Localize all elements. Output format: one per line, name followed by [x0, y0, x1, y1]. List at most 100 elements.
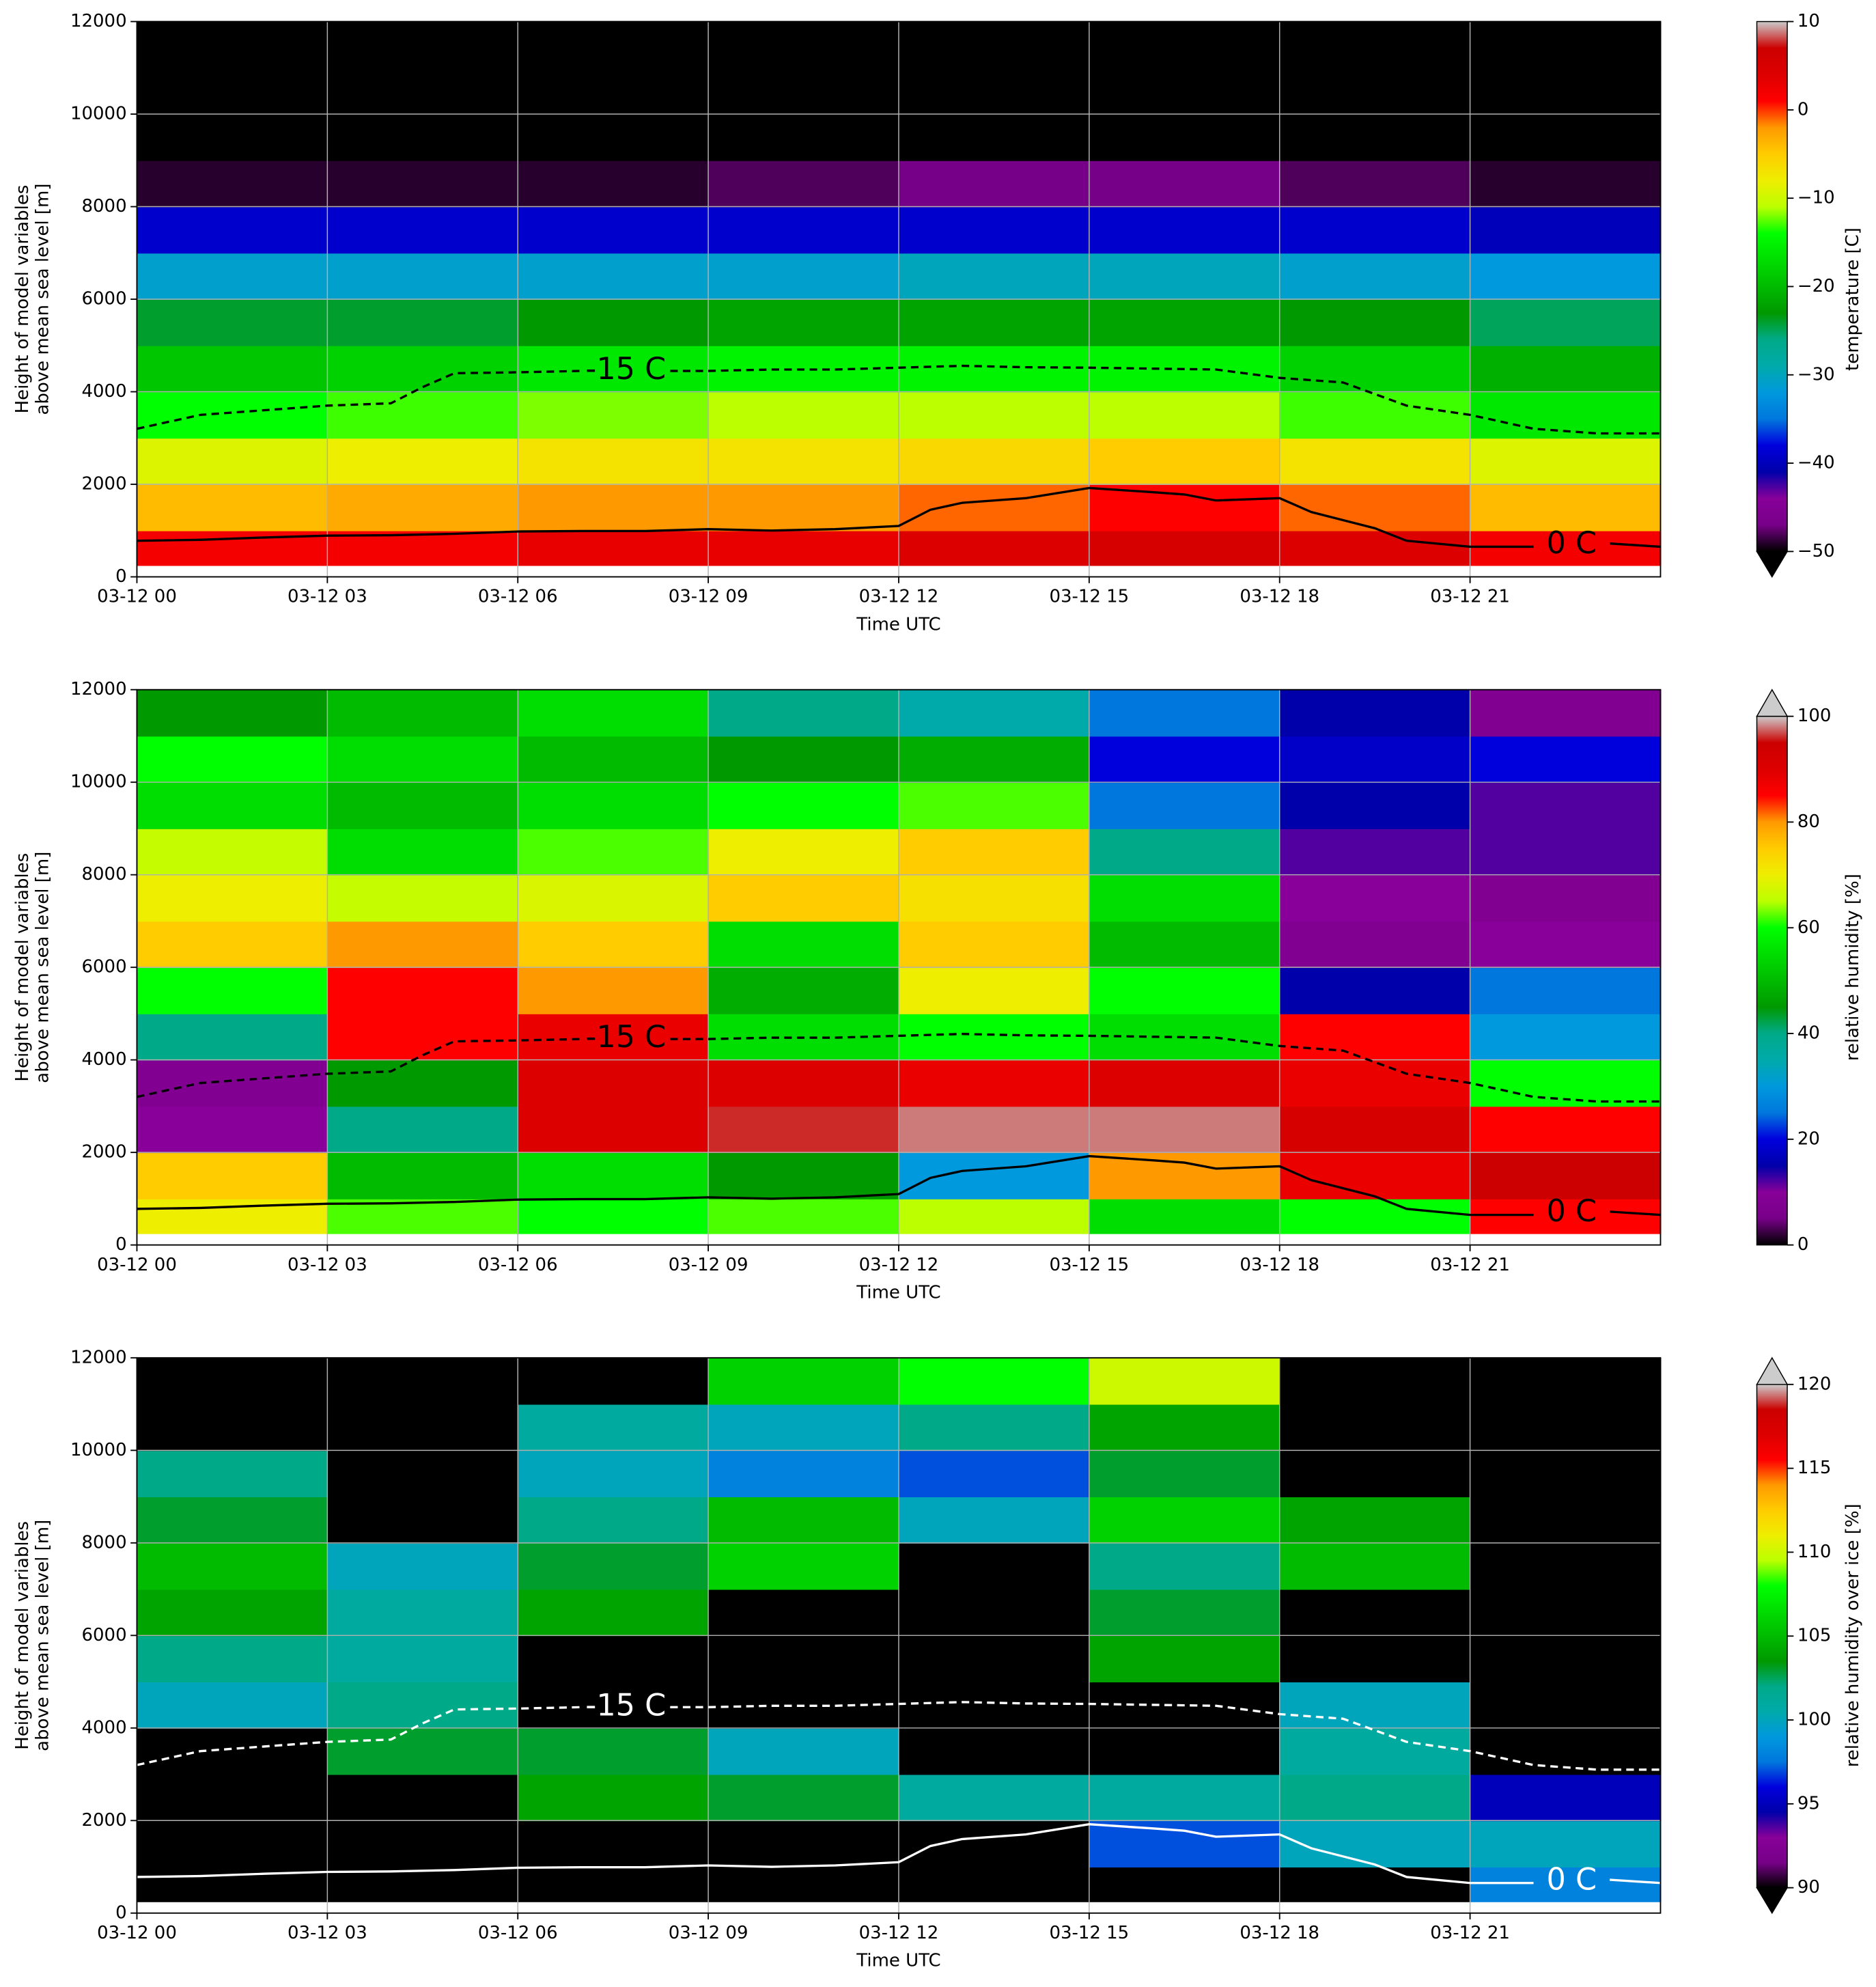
heat-cell	[708, 253, 899, 300]
heat-cell	[898, 1450, 1090, 1498]
heat-cell	[1279, 1450, 1471, 1498]
heat-cell	[327, 782, 519, 829]
heat-cell	[137, 299, 328, 346]
colorbar-tick-label: 0	[1797, 99, 1809, 120]
heat-cell	[518, 391, 710, 439]
heat-cell	[708, 484, 899, 531]
heat-cell	[137, 114, 328, 161]
x-tick-label: 03-12 06	[478, 1255, 558, 1275]
heat-cell	[327, 1589, 519, 1637]
heat-cell	[898, 967, 1090, 1014]
contour-line	[137, 1701, 1661, 1771]
heat-cell	[1089, 782, 1280, 829]
heat-cell	[898, 391, 1090, 439]
heat-cell	[137, 1357, 328, 1405]
heat-cell	[898, 1497, 1090, 1544]
heat-cell	[1279, 21, 1471, 69]
x-tick-label: 03-12 12	[859, 1923, 939, 1943]
heat-cell	[898, 921, 1090, 969]
x-tick-label: 03-12 15	[1049, 587, 1129, 607]
heat-cell	[327, 1450, 519, 1498]
heat-cell	[898, 253, 1090, 300]
heat-cell	[327, 736, 519, 783]
heat-cell	[898, 68, 1090, 115]
heat-cell	[518, 1106, 710, 1154]
heat-cell	[518, 1589, 710, 1637]
heat-cell	[1279, 1198, 1471, 1234]
x-axis-label: Time UTC	[856, 1951, 940, 1971]
heat-cell	[518, 484, 710, 531]
heat-cell	[518, 736, 710, 783]
heat-cell	[898, 1198, 1090, 1234]
heat-cell	[1470, 689, 1662, 737]
heat-cell	[137, 967, 328, 1014]
heat-cell	[708, 921, 899, 969]
contour-line	[137, 486, 1661, 548]
heat-cell	[518, 689, 710, 737]
heat-cell	[137, 68, 328, 115]
heat-cell	[327, 1542, 519, 1590]
heat-cell	[898, 1106, 1090, 1154]
heat-cell	[1279, 484, 1471, 531]
x-tick-label: 03-12 09	[669, 1255, 748, 1275]
y-tick-label: 10000	[70, 1440, 127, 1460]
heat-cell	[327, 1059, 519, 1107]
heat-cell	[898, 299, 1090, 346]
contour-line	[137, 1823, 1661, 1885]
y-tick-label: 8000	[82, 1532, 127, 1553]
heat-cell	[708, 1635, 899, 1682]
heat-cell	[1089, 1497, 1280, 1544]
heat-cell	[1470, 438, 1662, 485]
heat-cell	[898, 782, 1090, 829]
heat-cell	[137, 206, 328, 254]
heat-cell	[1279, 1589, 1471, 1637]
x-tick-label: 03-12 12	[859, 1255, 939, 1275]
heat-cell	[1279, 114, 1471, 161]
heat-cell	[327, 1682, 519, 1729]
y-tick-label: 4000	[82, 381, 127, 402]
heat-cell	[327, 68, 519, 115]
heat-cell	[137, 828, 328, 876]
heat-cell	[137, 782, 328, 829]
heat-cell	[1089, 736, 1280, 783]
heat-cell	[327, 1013, 519, 1061]
heat-cell	[898, 345, 1090, 393]
heat-cell	[708, 21, 899, 69]
colorbar-tick-label: −10	[1797, 188, 1835, 208]
heat-cell	[1279, 438, 1471, 485]
heat-cell	[518, 1542, 710, 1590]
heat-cell	[1279, 391, 1471, 439]
heat-cell	[137, 160, 328, 208]
heat-cell	[1089, 967, 1280, 1014]
heat-cell	[898, 1589, 1090, 1637]
heat-cell	[898, 1013, 1090, 1061]
heat-cell	[137, 874, 328, 922]
colorbar-tick-label: 40	[1797, 1023, 1820, 1044]
heat-cell	[1089, 1542, 1280, 1590]
contour-label: 0 C	[1547, 1193, 1597, 1229]
heat-cell	[518, 782, 710, 829]
heat-cell	[1279, 736, 1471, 783]
heat-cell	[327, 391, 519, 439]
heat-cell	[137, 1542, 328, 1590]
heat-cell	[708, 206, 899, 254]
contour-label: -15 C	[585, 351, 666, 387]
colorbar-tick-label: 80	[1797, 811, 1820, 832]
y-tick-label: 2000	[82, 1142, 127, 1163]
contour-line	[137, 1154, 1661, 1217]
heat-cell	[898, 114, 1090, 161]
heat-cell	[137, 1013, 328, 1061]
heat-cell	[1089, 1589, 1280, 1637]
colorbar-label: relative humidity over ice [%]	[1843, 1503, 1863, 1767]
heat-cell	[137, 1404, 328, 1451]
heat-cell	[137, 1497, 328, 1544]
heat-cell	[1279, 206, 1471, 254]
heat-cell	[137, 21, 328, 69]
colorbar-tick-label: −20	[1797, 276, 1835, 296]
heat-cell	[518, 345, 710, 393]
heat-cell	[1089, 1357, 1280, 1405]
colorbar-extend-max	[1756, 1357, 1789, 1385]
heat-cell	[327, 21, 519, 69]
heat-cell	[898, 21, 1090, 69]
